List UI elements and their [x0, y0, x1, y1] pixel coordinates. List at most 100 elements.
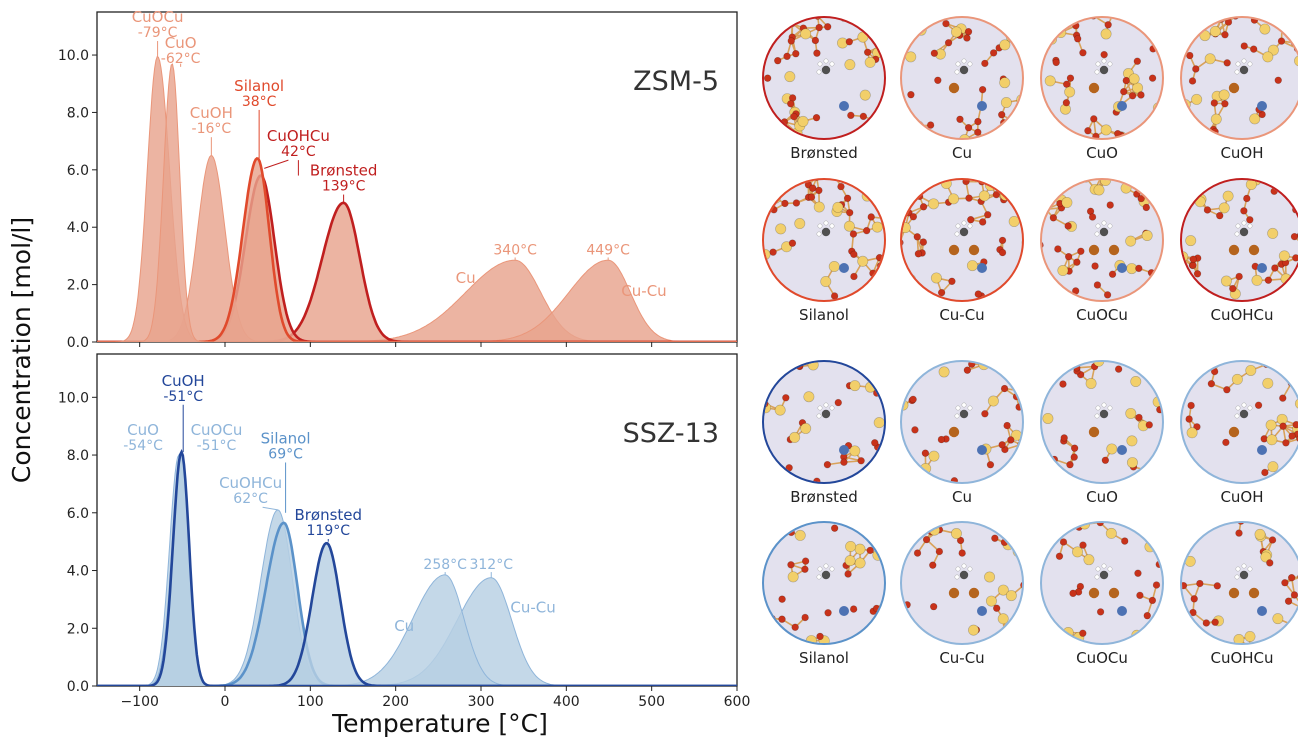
si-atom — [764, 248, 771, 260]
y-tick-label: 4.0 — [67, 564, 89, 580]
o-atom — [1237, 523, 1245, 525]
atom-structure — [764, 18, 884, 138]
o-atom — [1271, 264, 1279, 272]
annotation-cuo: CuO-54°C — [123, 421, 163, 454]
o-atom — [1210, 99, 1218, 107]
structure-circle — [1040, 178, 1164, 302]
curves — [97, 449, 737, 686]
o-atom — [1193, 423, 1201, 431]
o-atom — [1140, 187, 1148, 195]
cu-atom — [968, 244, 980, 256]
ssz13-structure-cuocu: CuOCu — [1036, 521, 1168, 681]
si-atom — [1267, 227, 1279, 239]
o-atom — [843, 194, 852, 203]
o-atom — [1156, 406, 1162, 414]
o-atom — [866, 546, 874, 555]
o-atom — [1000, 384, 1009, 393]
si-atom — [1144, 541, 1156, 553]
o-atom — [950, 477, 959, 482]
x-tick-label: 400 — [553, 694, 580, 710]
o-atom — [782, 394, 790, 402]
peak-name: CuOH — [162, 372, 205, 390]
o-atom — [875, 253, 884, 262]
o-atom — [1146, 467, 1154, 475]
h-atom — [1247, 223, 1253, 229]
peak-name: CuO — [165, 34, 197, 52]
annotation-cu: Cu 258°C — [394, 557, 467, 635]
h-atom — [823, 563, 829, 569]
o-atom — [1054, 245, 1062, 253]
h-atom — [954, 574, 960, 580]
structure-caption: CuOCu — [1076, 306, 1128, 324]
o-atom — [1281, 579, 1289, 587]
si-atom — [861, 190, 873, 202]
y-tick-label: 8.0 — [67, 448, 89, 464]
ssz13-panel: SSZ-13 0.0 2.0 4.0 6.0 8.0 10.0 −100 0 100 200 300 4… — [58, 353, 750, 710]
o-atom — [770, 206, 778, 214]
si-atom — [871, 221, 883, 233]
o-atom — [778, 615, 786, 623]
c-atom — [821, 570, 831, 580]
si-atom — [905, 51, 917, 63]
o-atom — [1196, 579, 1204, 588]
o-atom — [1072, 22, 1080, 30]
zsm5-structure-cu-cu: Cu-Cu — [896, 178, 1028, 338]
si-atom — [843, 220, 855, 232]
h-atom — [954, 413, 960, 419]
o-atom — [964, 28, 973, 36]
curves — [97, 56, 737, 342]
o-atom — [1003, 421, 1011, 430]
structure-circle — [1040, 16, 1164, 140]
si-atom — [1262, 377, 1274, 389]
h-atom — [1101, 563, 1107, 569]
si-atom — [864, 381, 876, 393]
o-atom — [830, 292, 839, 300]
o-atom — [1277, 37, 1286, 45]
si-atom — [1294, 398, 1298, 409]
h-atom — [817, 223, 823, 229]
atom-structure — [905, 19, 1022, 138]
al-atom — [1117, 445, 1127, 455]
si-atom — [1251, 274, 1263, 286]
h-atom — [1241, 58, 1247, 64]
o-atom — [922, 535, 931, 544]
si-atom — [1254, 528, 1266, 540]
o-atom — [847, 111, 855, 120]
annotation-cuocu: CuOCu-79°C — [132, 8, 183, 57]
o-atom — [968, 362, 976, 368]
peak-temperature: 139°C — [322, 179, 366, 195]
o-atom — [1121, 537, 1129, 545]
si-atom — [986, 480, 995, 482]
o-atom — [769, 248, 777, 256]
structure-circle — [1180, 178, 1298, 302]
si-atom — [1191, 93, 1203, 105]
o-atom — [1292, 254, 1298, 262]
o-atom — [1096, 523, 1104, 527]
ssz13-structure-cu: Cu — [896, 360, 1028, 520]
o-atom — [1070, 444, 1079, 452]
c-atom — [821, 65, 831, 75]
peak-temperature: 449°C — [586, 242, 630, 258]
h-atom — [829, 61, 835, 67]
o-atom — [978, 218, 987, 226]
si-atom — [800, 422, 812, 434]
o-atom — [1012, 392, 1021, 401]
h-atom — [1101, 402, 1107, 408]
o-atom — [942, 19, 950, 28]
o-atom — [1064, 222, 1072, 230]
o-atom — [1219, 137, 1223, 138]
area-silanol — [97, 158, 737, 342]
si-atom — [948, 193, 960, 205]
o-atom — [1217, 18, 1225, 23]
curve-cu — [97, 259, 737, 342]
si-atom — [928, 524, 940, 536]
y-tick-label: 6.0 — [67, 506, 89, 522]
o-atom — [902, 239, 904, 246]
o-atom — [909, 395, 917, 404]
si-atom — [1072, 546, 1084, 558]
o-atom — [764, 400, 769, 408]
o-atom — [1243, 194, 1251, 203]
zsm5-structure-silanol: Silanol — [758, 178, 890, 338]
bond — [1021, 97, 1022, 100]
